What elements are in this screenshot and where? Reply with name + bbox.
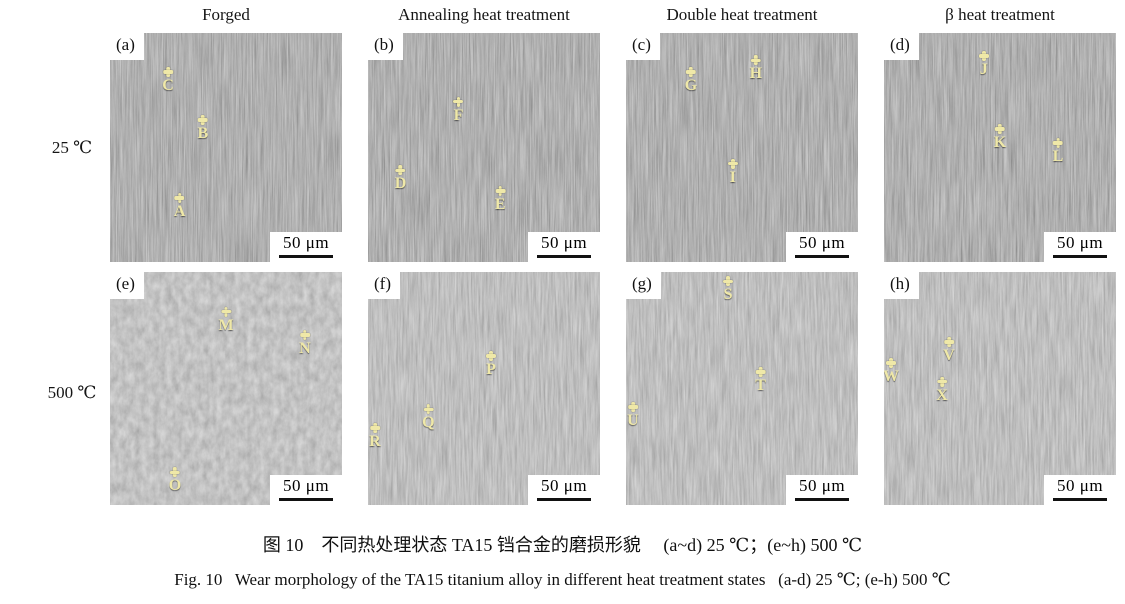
scale-bar-label: 50 μm xyxy=(540,476,588,496)
scale-bar-label: 50 μm xyxy=(282,476,330,496)
panel-label: (b) xyxy=(368,33,403,60)
sem-panel-h: (h) 50 μm V W X xyxy=(884,272,1116,505)
column-header: Annealing heat treatment xyxy=(398,5,570,24)
row-label-temperature: 500 ℃ xyxy=(47,382,97,402)
scale-bar-line xyxy=(1053,498,1107,501)
sem-panel-c: (c) 50 μm G H I xyxy=(626,33,858,262)
column-header: Double heat treatment xyxy=(666,5,818,24)
caption-chinese: 图 10 不同热处理状态 TA15 铛合金的磨损形貌 (a~d) 25 ℃；(e… xyxy=(262,535,863,555)
scale-bar: 50 μm xyxy=(786,232,858,262)
scale-bar: 50 μm xyxy=(270,232,342,262)
sem-micrograph-texture xyxy=(884,272,1116,505)
scale-bar-label: 50 μm xyxy=(282,233,330,253)
scale-bar-line xyxy=(537,498,591,501)
sem-panel-g: (g) 50 μm S T U xyxy=(626,272,858,505)
scale-bar-line xyxy=(795,255,849,258)
sem-panel-a: (a) 50 μm C B A xyxy=(110,33,342,262)
sem-panel-e: (e) 50 μm M N O xyxy=(110,272,342,505)
scale-bar: 50 μm xyxy=(528,232,600,262)
caption-english: Fig. 10 Wear morphology of the TA15 tita… xyxy=(174,570,951,589)
scale-bar-line xyxy=(279,255,333,258)
scale-bar-line xyxy=(795,498,849,501)
sem-micrograph-texture xyxy=(626,272,858,505)
row-label-temperature: 25 ℃ xyxy=(51,137,93,157)
scale-bar-label: 50 μm xyxy=(540,233,588,253)
panel-label: (c) xyxy=(626,33,660,60)
scale-bar-label: 50 μm xyxy=(1056,476,1104,496)
scale-bar: 50 μm xyxy=(1044,475,1116,505)
sem-micrograph-texture xyxy=(368,272,600,505)
scale-bar: 50 μm xyxy=(1044,232,1116,262)
sem-panel-d: (d) 50 μm J K L xyxy=(884,33,1116,262)
sem-micrograph-texture xyxy=(884,33,1116,262)
panel-label: (h) xyxy=(884,272,919,299)
panel-label: (e) xyxy=(110,272,144,299)
sem-micrograph-texture xyxy=(368,33,600,262)
panel-label: (a) xyxy=(110,33,144,60)
column-header: Forged xyxy=(202,5,250,24)
scale-bar-label: 50 μm xyxy=(1056,233,1104,253)
scale-bar-line xyxy=(537,255,591,258)
column-header: β heat treatment xyxy=(945,5,1055,24)
scale-bar-label: 50 μm xyxy=(798,233,846,253)
scale-bar: 50 μm xyxy=(528,475,600,505)
sem-micrograph-texture xyxy=(110,33,342,262)
scale-bar: 50 μm xyxy=(270,475,342,505)
sem-panel-b: (b) 50 μm F D E xyxy=(368,33,600,262)
panel-label: (g) xyxy=(626,272,661,299)
panel-label: (d) xyxy=(884,33,919,60)
scale-bar-line xyxy=(279,498,333,501)
sem-micrograph-texture xyxy=(626,33,858,262)
scale-bar-line xyxy=(1053,255,1107,258)
scale-bar: 50 μm xyxy=(786,475,858,505)
panel-label: (f) xyxy=(368,272,400,299)
sem-panel-f: (f) 50 μm P Q R xyxy=(368,272,600,505)
sem-micrograph-texture xyxy=(110,272,342,505)
scale-bar-label: 50 μm xyxy=(798,476,846,496)
